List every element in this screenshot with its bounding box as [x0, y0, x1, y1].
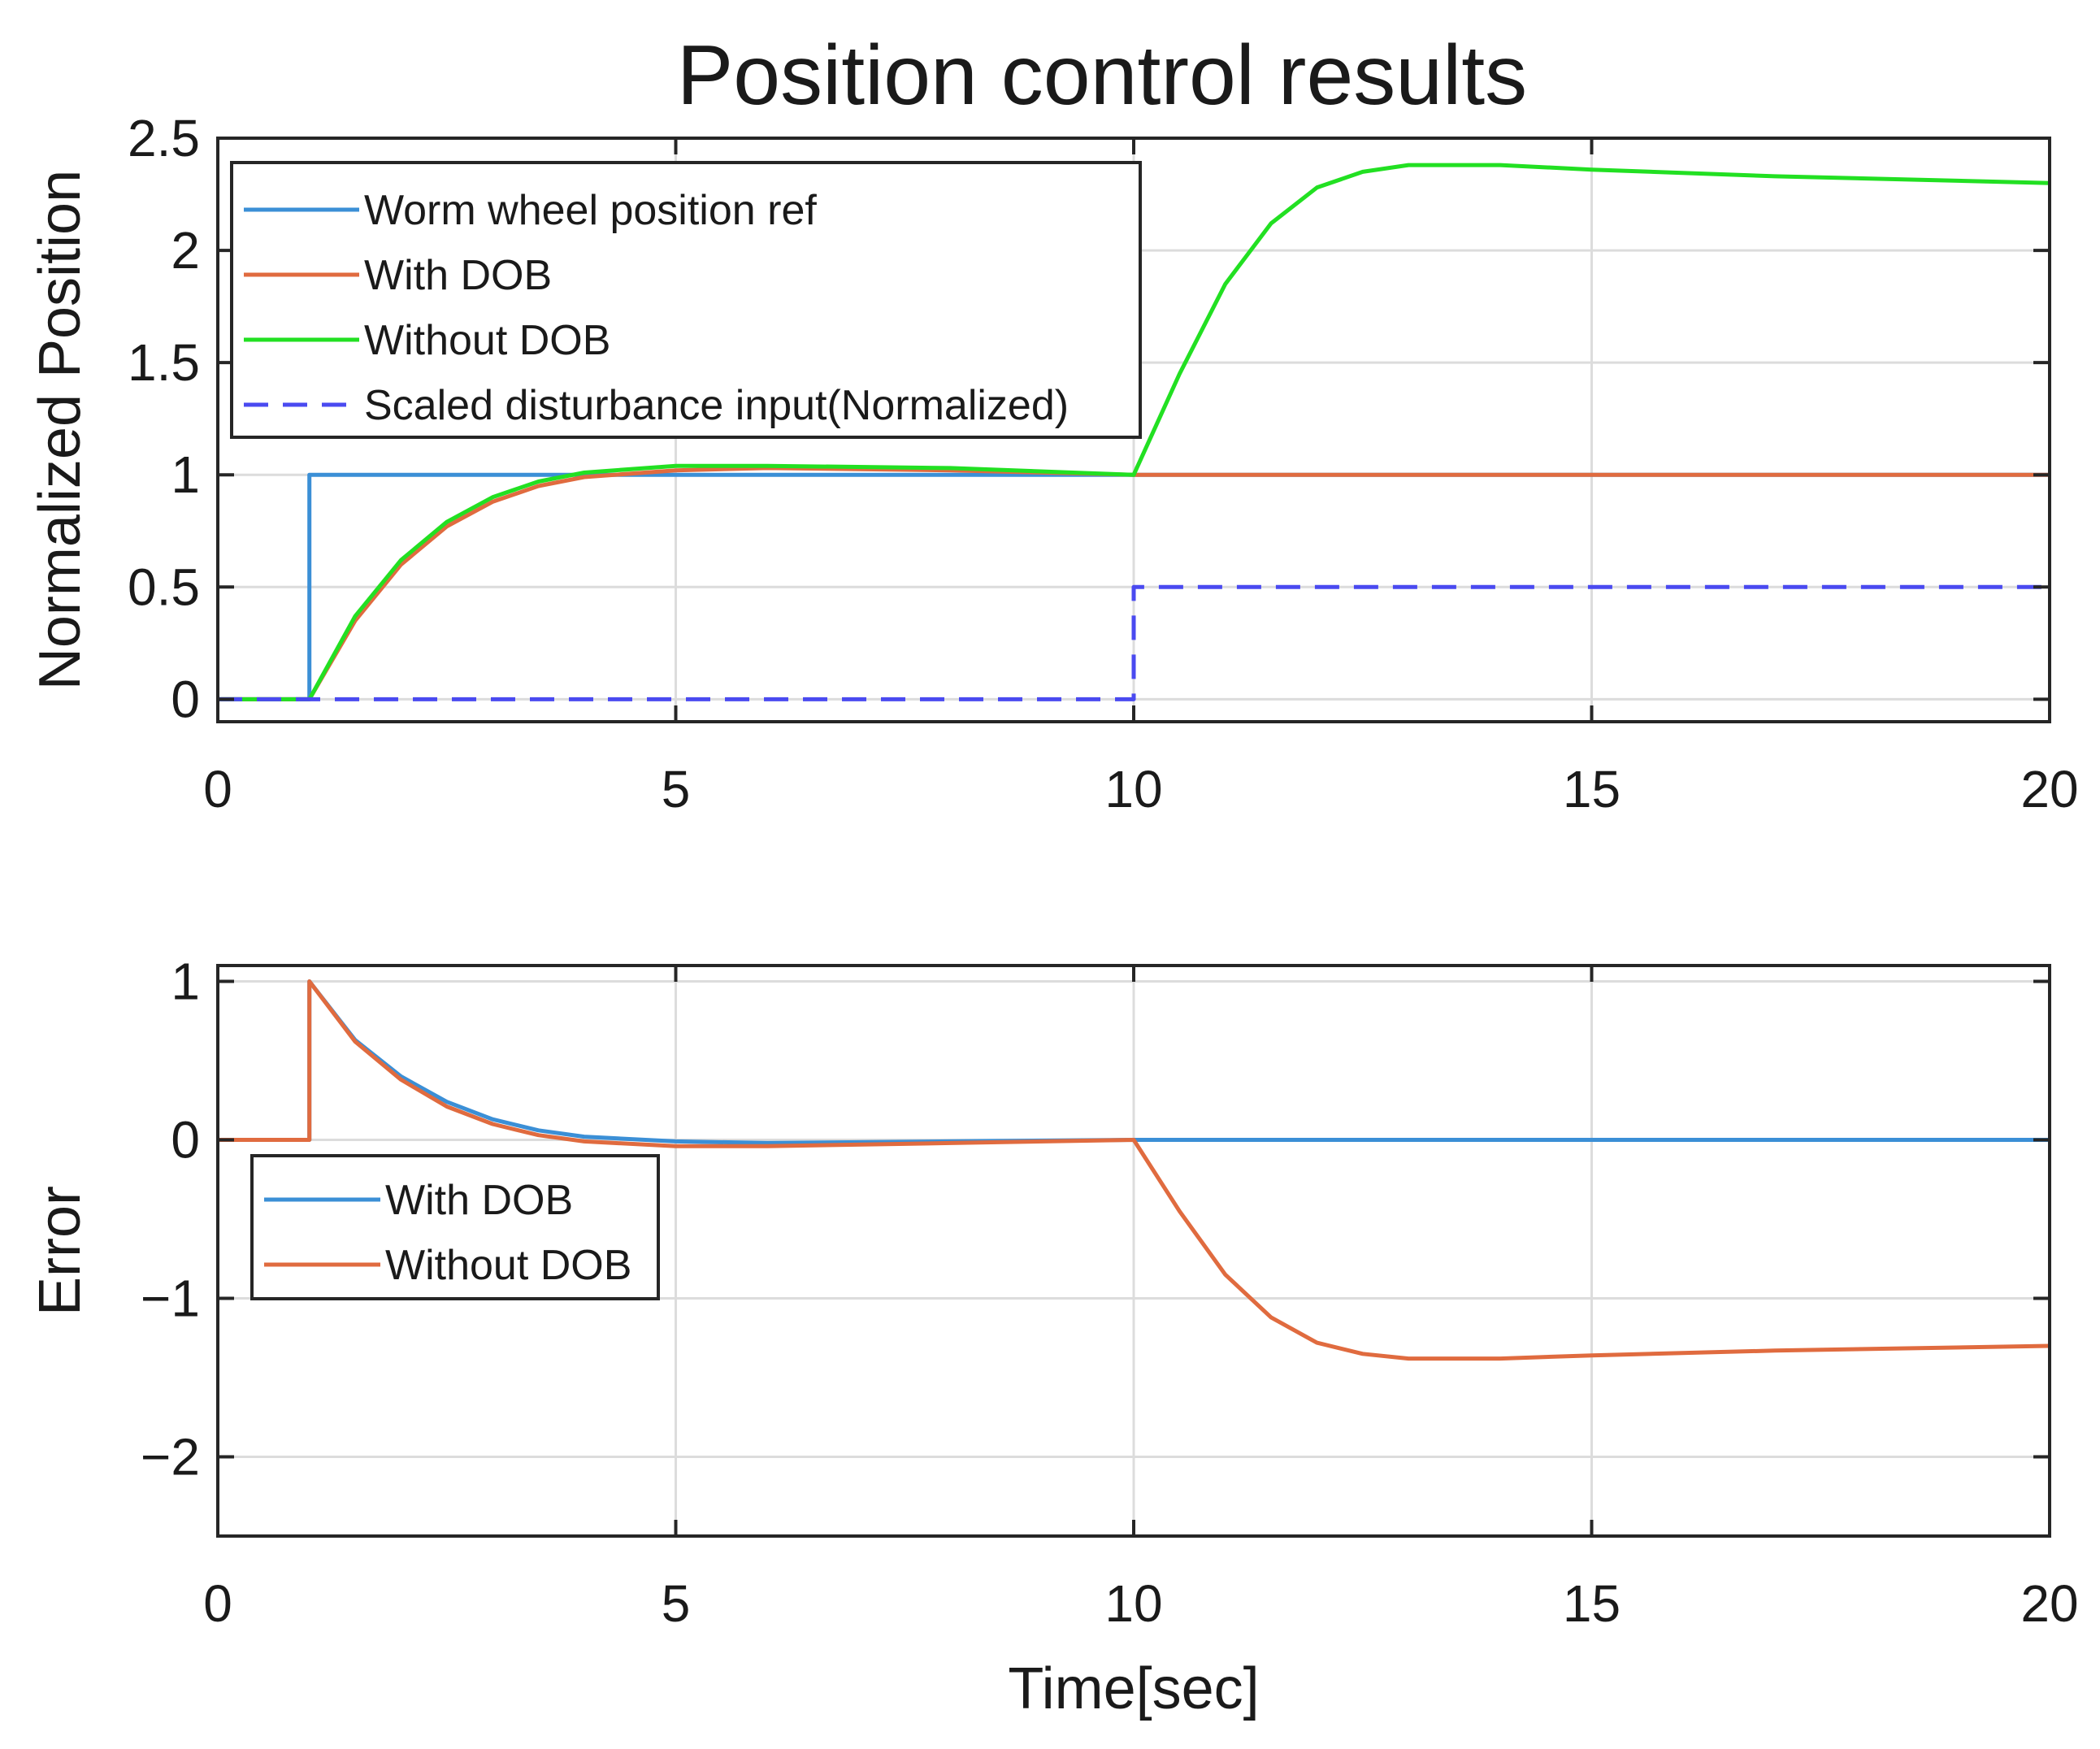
legend: With DOB Without DOB — [250, 1154, 660, 1300]
y-tick-label: 1 — [171, 445, 200, 504]
x-tick-label: 15 — [1563, 1574, 1621, 1633]
legend-box — [250, 1154, 660, 1300]
series-line-without-dob — [218, 163, 2050, 701]
y-tick-label: −2 — [141, 1428, 200, 1486]
x-tick-label: 5 — [662, 1574, 691, 1633]
y-tick-label: 1 — [171, 953, 200, 1011]
x-axis-label: Time[sec] — [1008, 1656, 1259, 1721]
x-tick-label: 20 — [2020, 760, 2078, 818]
legend-label-without-dob: Without DOB — [385, 1242, 631, 1289]
y-tick-label: 2.5 — [128, 109, 200, 167]
chart-title: Position control results — [677, 28, 1527, 123]
y-tick-label: 2 — [171, 221, 200, 280]
series-line-without-dob — [218, 979, 2050, 1361]
legend-label-worm-wheel-position-ref: Worm wheel position ref — [364, 187, 817, 234]
legend-label-with-dob: With DOB — [385, 1177, 573, 1224]
legend-label-with-dob: With DOB — [364, 252, 552, 299]
y-tick-label: 0.5 — [128, 558, 200, 616]
series-group — [218, 163, 2050, 701]
x-tick-label: 0 — [203, 760, 232, 818]
x-tick-label: 10 — [1104, 760, 1162, 818]
y-tick-label: −1 — [141, 1269, 200, 1328]
y-tick-label: 0 — [171, 670, 200, 728]
y-axis-label: Normalized Position — [28, 170, 93, 690]
y-tick-label: 1.5 — [128, 333, 200, 392]
legend: Worm wheel position ref With DOB Without D… — [230, 161, 1142, 439]
x-tick-label: 5 — [662, 760, 691, 818]
x-tick-label: 0 — [203, 1574, 232, 1633]
top-panel-position: 0 5 10 15 20 0 0.5 1 1.5 2 2.5 Normalized Position W… — [28, 109, 2079, 818]
series-group — [218, 979, 2050, 1361]
legend-label-scaled-disturbance-input-normalized: Scaled disturbance input(Normalized) — [364, 382, 1069, 429]
x-tick-label: 10 — [1104, 1574, 1162, 1633]
legend-box — [230, 161, 1142, 439]
series-line-scaled-disturbance-input-normalized — [218, 584, 2050, 701]
x-tick-label: 20 — [2020, 1574, 2078, 1633]
series-line-with-dob — [218, 466, 2050, 701]
y-axis-label: Error — [28, 1186, 93, 1316]
legend-label-without-dob: Without DOB — [364, 317, 610, 364]
y-tick-label: 0 — [171, 1111, 200, 1170]
x-tick-label: 15 — [1563, 760, 1621, 818]
